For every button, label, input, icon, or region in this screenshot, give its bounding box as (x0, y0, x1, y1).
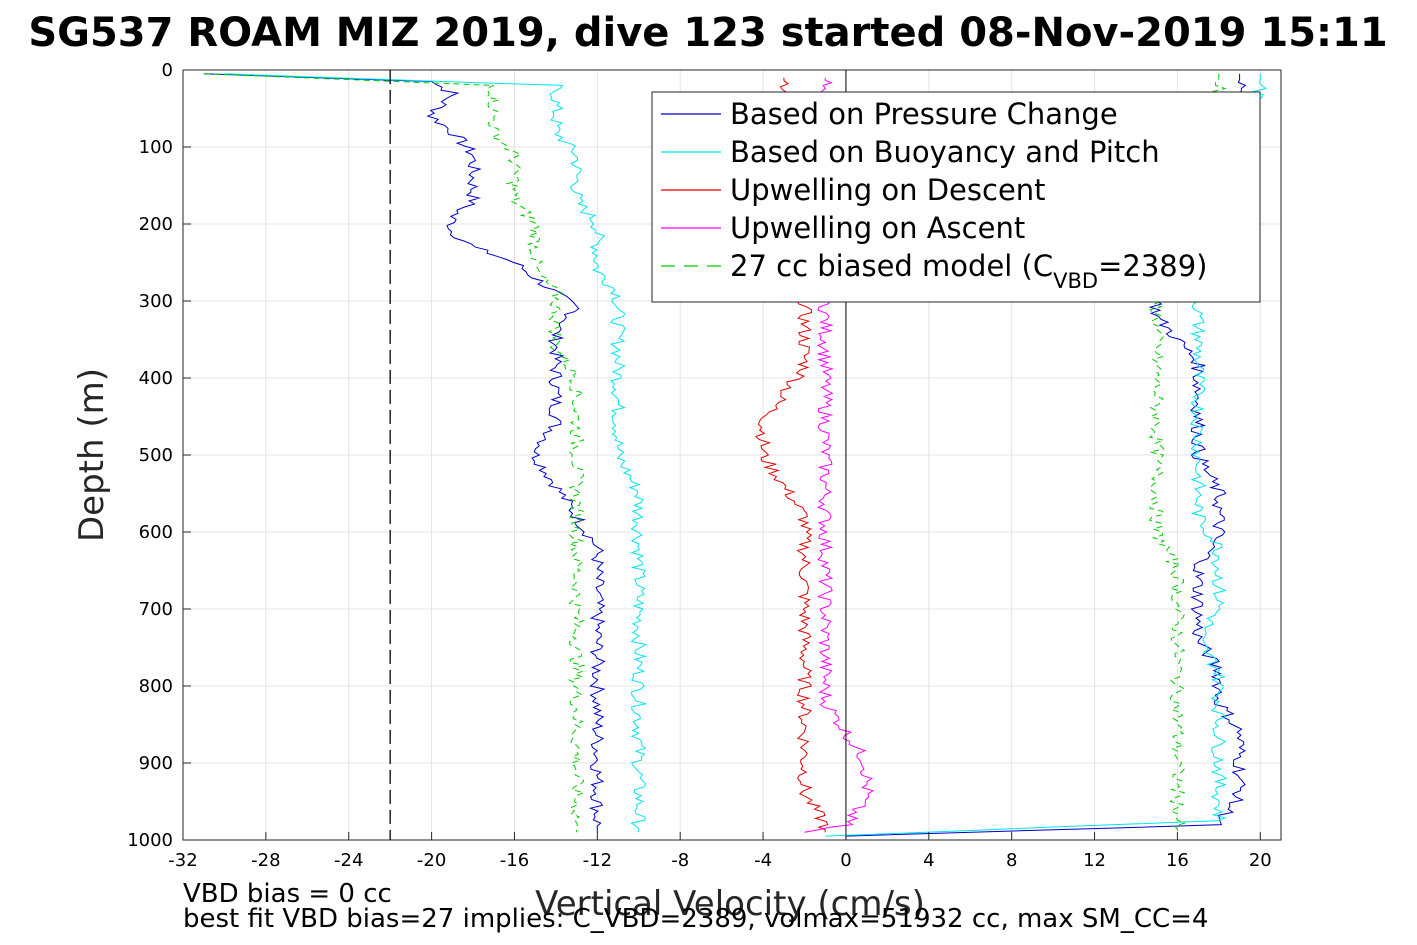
y-tick-label: 1000 (127, 830, 173, 851)
y-tick-label: 300 (139, 291, 173, 312)
y-tick-label: 800 (139, 676, 173, 697)
x-ticks: -32 -28 -24 -20 -16 -12 -8 -4 0 4 8 12 16 20 (168, 832, 1272, 871)
x-tick-label: -28 (251, 850, 280, 871)
x-tick-label: 8 (1006, 850, 1017, 871)
series-line-1 (224, 73, 648, 833)
footer-line-1: VBD bias = 0 cc (183, 879, 392, 909)
x-tick-label: 0 (840, 850, 851, 871)
y-tick-label: 200 (139, 214, 173, 235)
y-tick-label: 100 (139, 137, 173, 158)
legend: Based on Pressure Change Based on Buoyanc… (651, 91, 1261, 303)
y-ticks: 0 100 200 300 400 500 600 700 800 900 1000 (127, 60, 191, 851)
legend-label-0: Based on Pressure Change (730, 97, 1118, 131)
x-tick-label: -12 (583, 850, 612, 871)
x-tick-label: -24 (334, 850, 363, 871)
chart-title: SG537 ROAM MIZ 2019, dive 123 started 08… (28, 10, 1387, 56)
legend-label-3: Upwelling on Ascent (730, 211, 1025, 245)
x-tick-label: 4 (923, 850, 934, 871)
x-tick-label: -16 (500, 850, 529, 871)
y-tick-label: 900 (139, 753, 173, 774)
x-tick-label: 12 (1083, 850, 1106, 871)
legend-label-1: Based on Buoyancy and Pitch (730, 135, 1160, 169)
series-line-0 (203, 73, 606, 833)
y-tick-label: 600 (139, 522, 173, 543)
legend-box (651, 91, 1261, 303)
x-tick-label: -20 (417, 850, 446, 871)
y-tick-label: 0 (162, 60, 173, 81)
x-tick-label: 20 (1249, 850, 1272, 871)
legend-label-2: Upwelling on Descent (730, 173, 1046, 207)
x-tick-label: 16 (1166, 850, 1189, 871)
x-tick-label: -8 (671, 850, 689, 871)
x-tick-label: -4 (754, 850, 772, 871)
y-axis-label: Depth (m) (72, 368, 112, 542)
y-tick-label: 500 (139, 445, 173, 466)
y-tick-label: 700 (139, 599, 173, 620)
y-tick-label: 400 (139, 368, 173, 389)
x-axis-label: Vertical Velocity (cm/s) (535, 884, 925, 924)
x-tick-label: -32 (168, 850, 197, 871)
series-line-4 (203, 73, 586, 833)
footer-line-2: best fit VBD bias=27 implies: C_VBD=2389… (183, 904, 1208, 934)
